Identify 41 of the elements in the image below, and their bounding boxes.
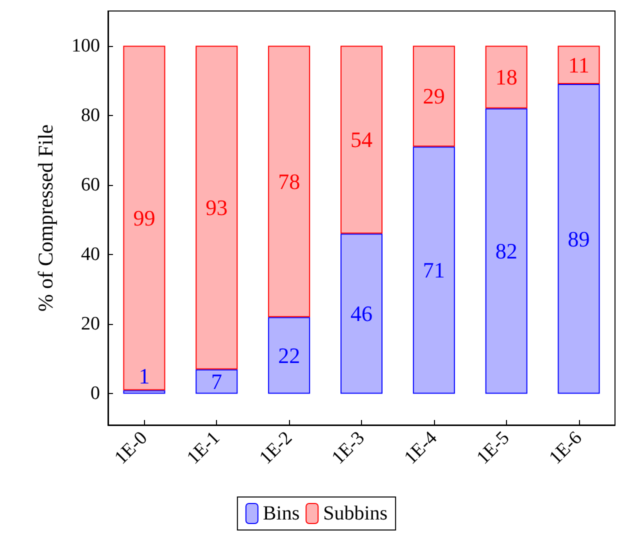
data-label: 18 — [495, 64, 518, 90]
bar — [558, 46, 600, 84]
bar — [123, 390, 166, 394]
bar — [412, 146, 455, 394]
bar — [196, 46, 238, 370]
bar — [123, 46, 166, 390]
bar — [268, 46, 310, 318]
data-label: 99 — [133, 206, 156, 230]
bar — [485, 46, 528, 108]
data-label: 82 — [495, 238, 518, 264]
bar — [268, 317, 310, 394]
x-tick-label: 1E-2 — [256, 428, 296, 469]
data-label: 54 — [350, 127, 372, 152]
data-label: 71 — [422, 258, 445, 283]
data-label: 89 — [568, 226, 590, 252]
y-tick-label: 0 — [90, 383, 100, 404]
legend-label: Bins — [262, 502, 300, 524]
y-tick-label: 100 — [72, 35, 100, 56]
bar — [485, 108, 528, 394]
data-label: 11 — [568, 52, 590, 78]
y-axis-title: % of Compressed File — [34, 124, 58, 312]
bar — [412, 46, 455, 147]
x-tick-label: 1E-3 — [328, 428, 369, 469]
y-tick-label: 40 — [81, 244, 100, 266]
y-tick-label: 60 — [81, 174, 100, 196]
x-tick-label: 1E-1 — [183, 428, 224, 469]
legend-label: Subbins — [323, 502, 388, 524]
data-label: 7 — [211, 369, 222, 394]
y-tick-label: 80 — [81, 104, 100, 126]
data-label: 78 — [278, 168, 300, 194]
data-label: 22 — [278, 342, 300, 368]
y-tick-label: 20 — [81, 314, 100, 335]
bar — [340, 234, 383, 394]
bar — [340, 46, 383, 234]
bar — [558, 84, 600, 394]
x-tick-label: 1E-0 — [110, 428, 152, 469]
data-label: 46 — [350, 301, 372, 326]
data-label: 1 — [138, 364, 150, 389]
bar — [196, 369, 238, 394]
data-label: 93 — [206, 195, 228, 220]
data-label: 29 — [422, 84, 445, 109]
